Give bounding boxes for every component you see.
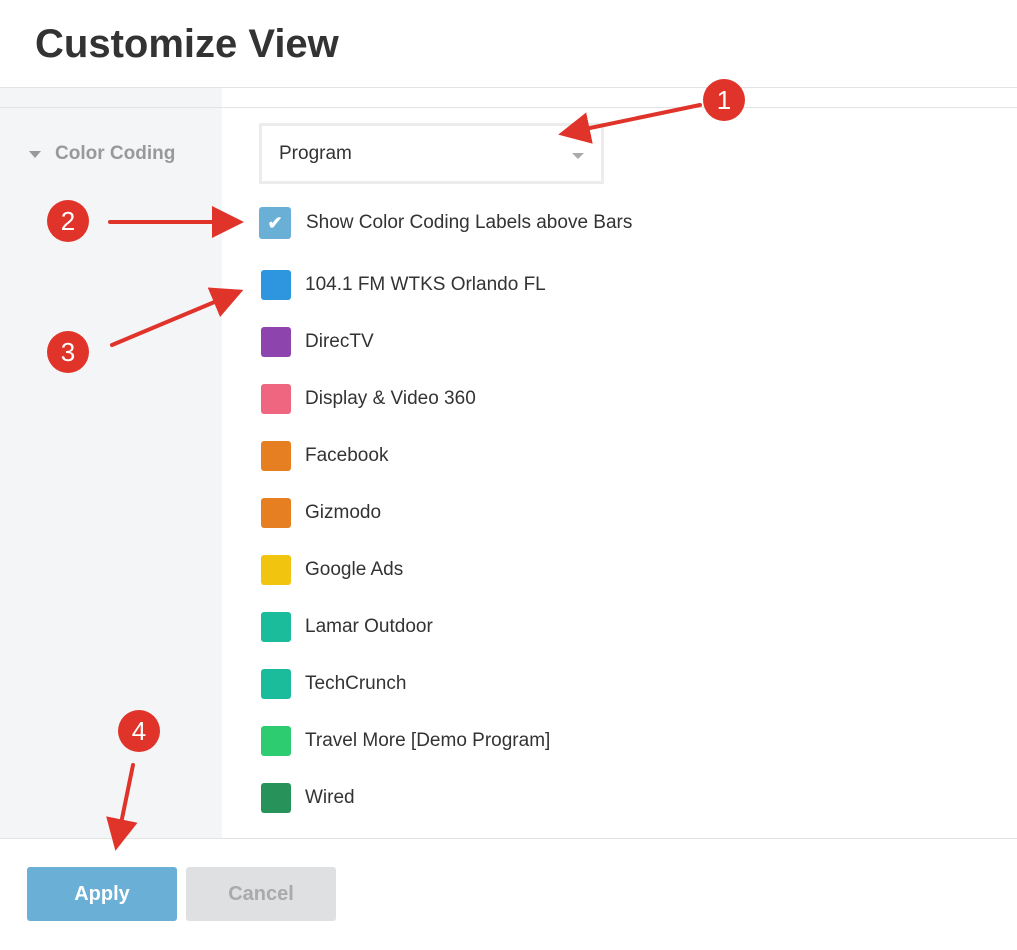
- chevron-down-icon: [572, 153, 584, 159]
- sidebar: [0, 88, 222, 838]
- item-label: 104.1 FM WTKS Orlando FL: [305, 274, 546, 295]
- color-swatch[interactable]: [261, 669, 291, 699]
- color-swatch[interactable]: [261, 555, 291, 585]
- item-label: Lamar Outdoor: [305, 616, 433, 637]
- divider: [0, 838, 1017, 839]
- item-label: DirecTV: [305, 331, 374, 352]
- apply-button[interactable]: Apply: [27, 867, 177, 921]
- show-labels-checkbox[interactable]: ✔ Show Color Coding Labels above Bars: [259, 207, 632, 239]
- color-swatch[interactable]: [261, 270, 291, 300]
- item-label: TechCrunch: [305, 673, 407, 694]
- color-swatch[interactable]: [261, 726, 291, 756]
- color-legend-item[interactable]: Lamar Outdoor: [261, 612, 433, 642]
- item-label: Display & Video 360: [305, 388, 476, 409]
- page-title: Customize View: [35, 22, 339, 66]
- color-legend-item[interactable]: Google Ads: [261, 555, 403, 585]
- checkbox-label: Show Color Coding Labels above Bars: [306, 212, 633, 233]
- color-swatch[interactable]: [261, 783, 291, 813]
- color-coding-select[interactable]: Program: [259, 123, 604, 184]
- color-swatch[interactable]: [261, 384, 291, 414]
- color-legend-item[interactable]: Travel More [Demo Program]: [261, 726, 550, 756]
- color-swatch[interactable]: [261, 498, 291, 528]
- color-legend-item[interactable]: Wired: [261, 783, 355, 813]
- select-value: Program: [279, 142, 352, 164]
- color-swatch[interactable]: [261, 327, 291, 357]
- item-label: Wired: [305, 787, 355, 808]
- divider: [0, 107, 1017, 108]
- item-label: Gizmodo: [305, 502, 382, 523]
- color-swatch[interactable]: [261, 612, 291, 642]
- item-label: Travel More [Demo Program]: [305, 730, 551, 751]
- item-label: Google Ads: [305, 559, 404, 580]
- caret-down-icon: [29, 150, 41, 158]
- item-label: Facebook: [305, 445, 389, 466]
- section-label: Color Coding: [55, 143, 176, 164]
- divider: [0, 87, 1017, 88]
- checkmark-icon[interactable]: ✔: [259, 207, 291, 239]
- cancel-button[interactable]: Cancel: [186, 867, 336, 921]
- color-legend-item[interactable]: TechCrunch: [261, 669, 406, 699]
- color-legend-item[interactable]: 104.1 FM WTKS Orlando FL: [261, 270, 546, 300]
- color-legend-item[interactable]: Gizmodo: [261, 498, 381, 528]
- color-swatch[interactable]: [261, 441, 291, 471]
- color-legend-item[interactable]: Facebook: [261, 441, 388, 471]
- sidebar-item-color-coding[interactable]: Color Coding: [29, 143, 175, 165]
- annotation-badge-1: [703, 79, 745, 121]
- color-legend-item[interactable]: Display & Video 360: [261, 384, 476, 414]
- svg-text:1: 1: [717, 85, 731, 115]
- color-legend-item[interactable]: DirecTV: [261, 327, 374, 357]
